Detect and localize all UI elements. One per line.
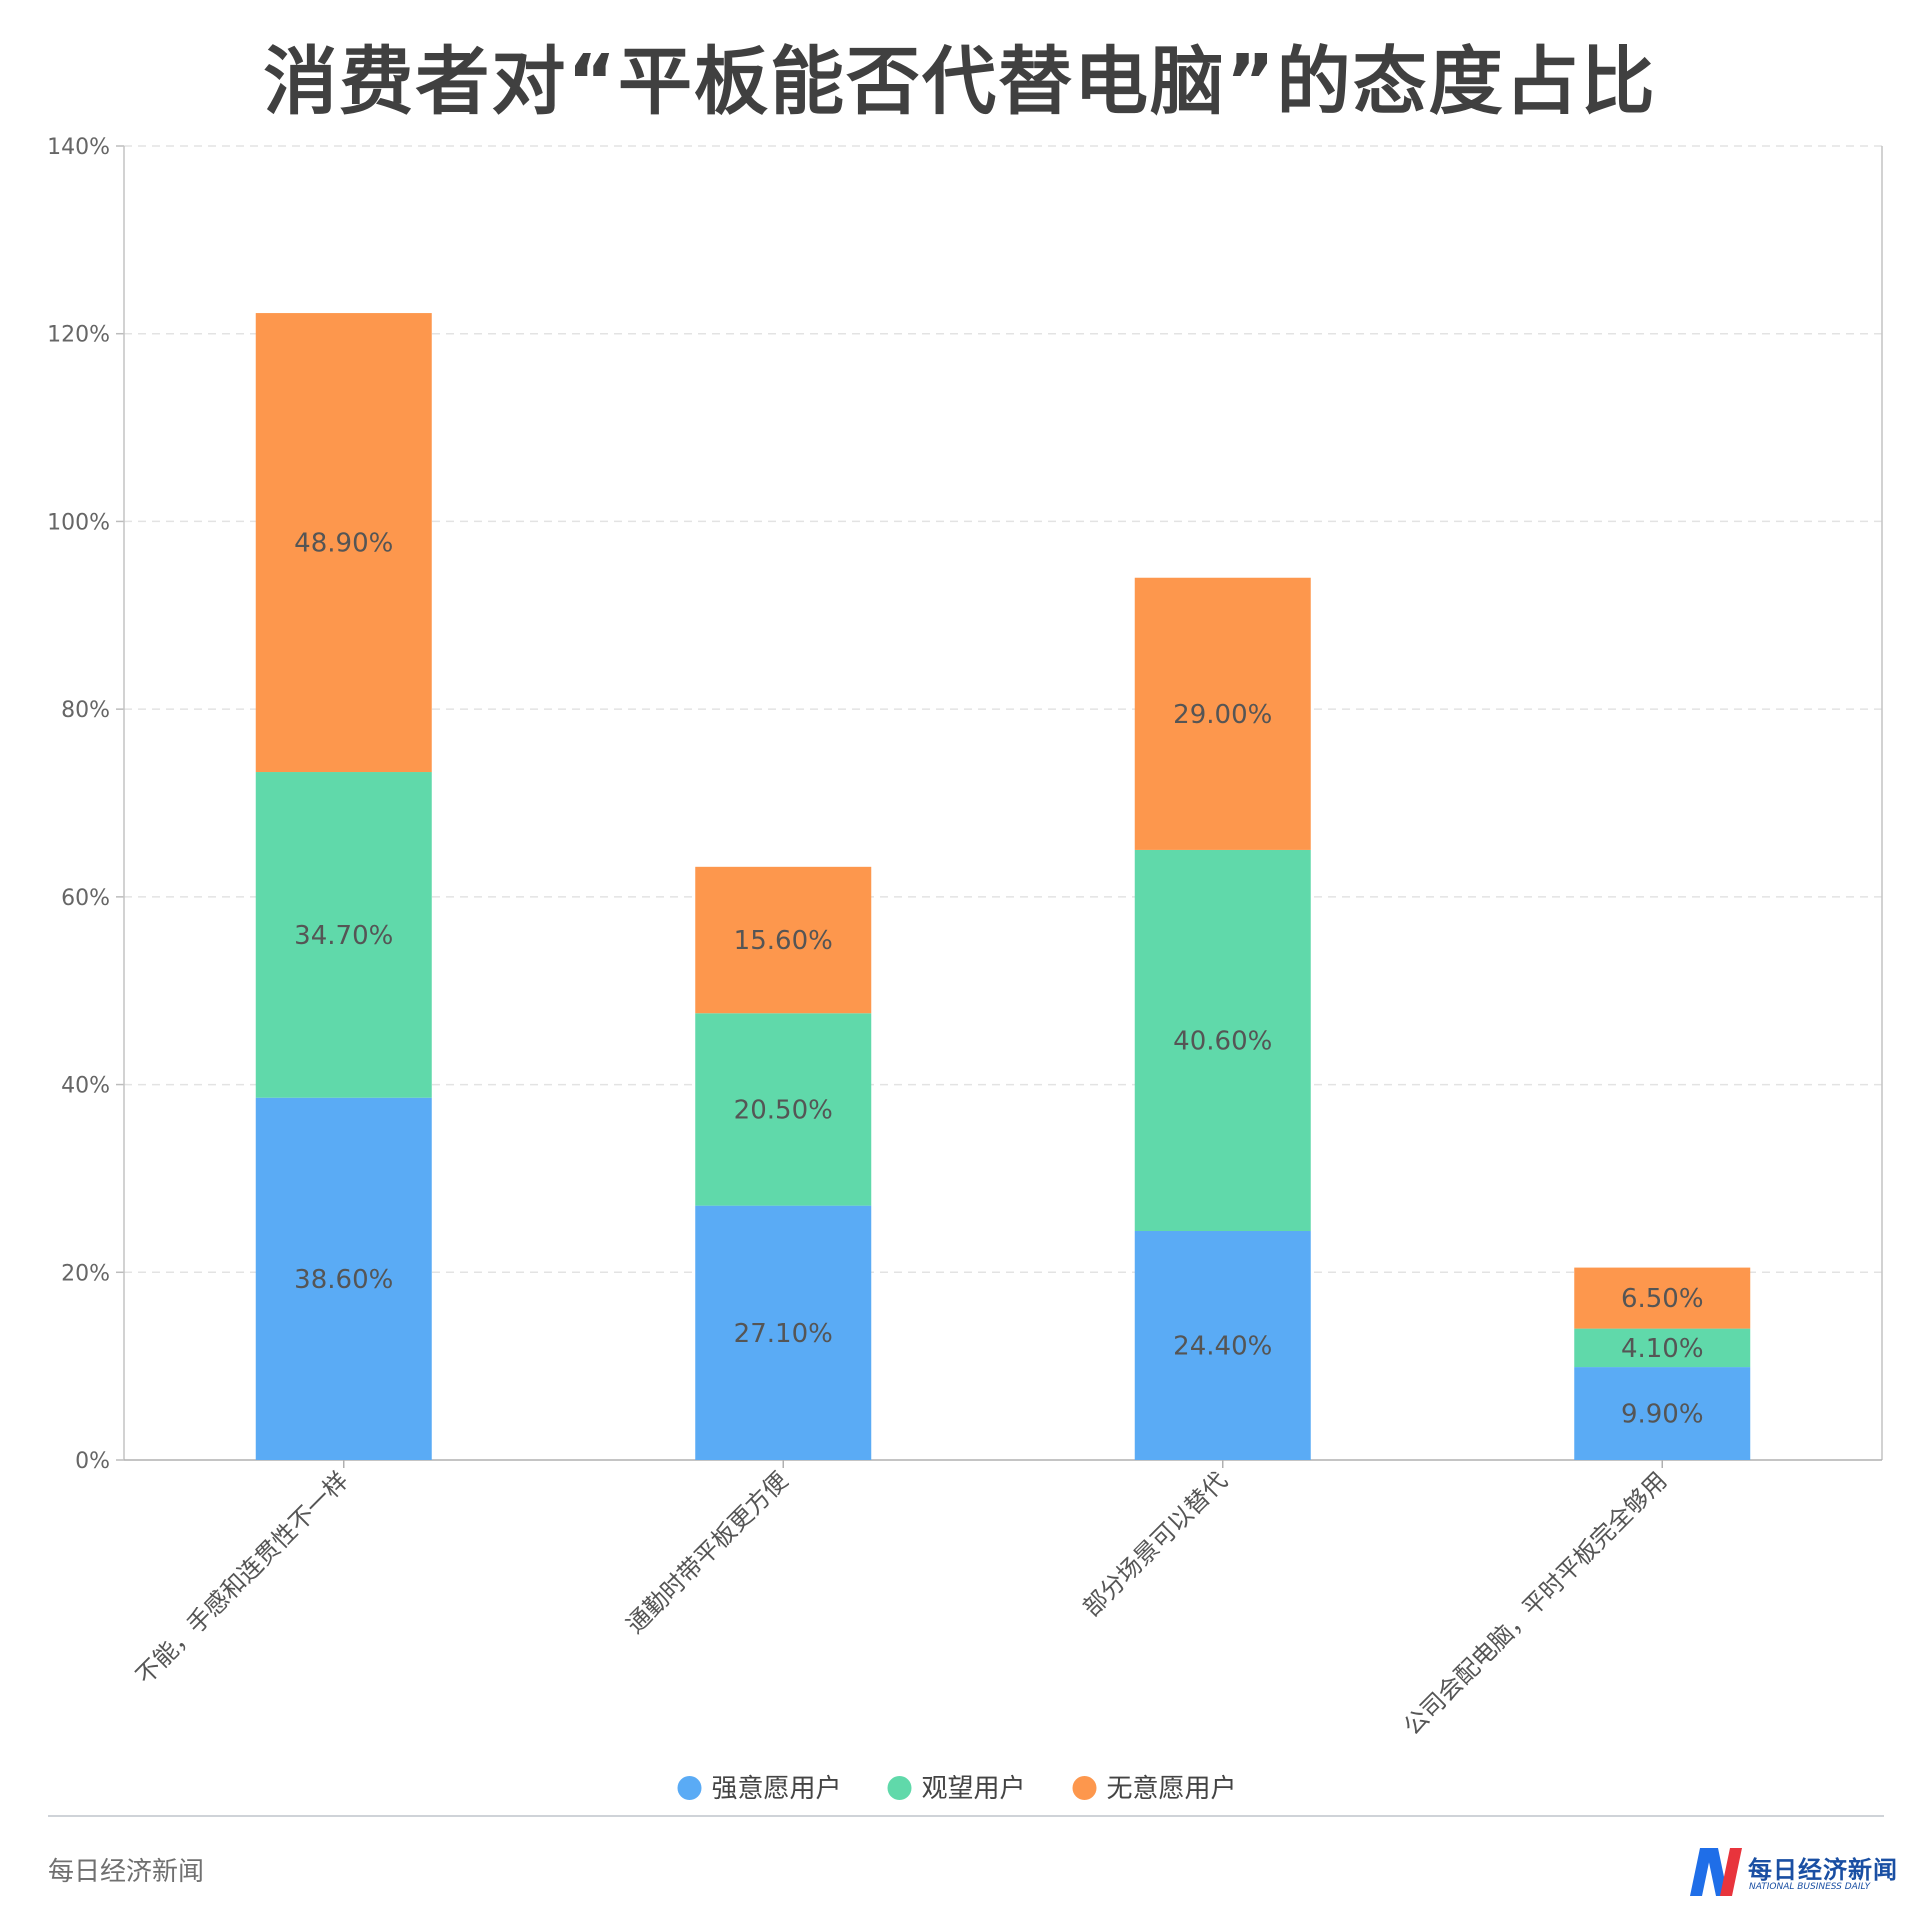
x-category-label: 公司会配电脑，平时平板完全够用 bbox=[1398, 1466, 1672, 1740]
x-category-label: 部分场景可以替代 bbox=[1077, 1466, 1233, 1622]
y-tick-label: 0% bbox=[75, 1449, 110, 1474]
data-label: 48.90% bbox=[294, 529, 393, 559]
y-tick-label: 120% bbox=[47, 323, 110, 348]
legend-marker bbox=[1072, 1776, 1097, 1800]
legend-marker bbox=[887, 1776, 912, 1800]
y-tick-label: 100% bbox=[47, 510, 110, 535]
legend-label: 观望用户 bbox=[922, 1774, 1026, 1804]
bar-segment bbox=[695, 866, 872, 1014]
y-tick-label: 60% bbox=[61, 886, 110, 911]
data-label: 15.60% bbox=[734, 926, 833, 956]
y-tick-label: 140% bbox=[47, 135, 110, 160]
data-label: 4.10% bbox=[1621, 1334, 1704, 1364]
x-category-label: 通勤时带平板更方便 bbox=[621, 1466, 794, 1639]
data-label: 6.50% bbox=[1621, 1284, 1704, 1314]
bar-segment bbox=[255, 772, 432, 1098]
logo-english-text: NATIONAL BUSINESS DAILY bbox=[1749, 1882, 1871, 1892]
brand-logo: 每日经济新闻 NATIONAL BUSINESS DAILY bbox=[1688, 1846, 1897, 1902]
bar-segment bbox=[1574, 1267, 1751, 1329]
data-label: 34.70% bbox=[294, 921, 393, 951]
legend-label: 强意愿用户 bbox=[712, 1774, 842, 1804]
bar-segment bbox=[255, 313, 432, 773]
bar-segment bbox=[695, 1205, 872, 1460]
logo-chinese-text: 每日经济新闻 bbox=[1748, 1855, 1898, 1884]
data-label: 24.40% bbox=[1173, 1331, 1272, 1361]
data-label: 40.60% bbox=[1173, 1026, 1272, 1056]
bar-segment bbox=[1574, 1367, 1751, 1460]
data-label: 27.10% bbox=[734, 1319, 833, 1349]
x-category-label: 不能，手感和连贯性不一样 bbox=[131, 1466, 354, 1689]
data-label: 29.00% bbox=[1173, 700, 1272, 730]
bar-segment bbox=[1574, 1328, 1751, 1368]
footer-divider bbox=[48, 1815, 1884, 1817]
y-tick-label: 20% bbox=[61, 1261, 110, 1286]
stacked-bar-chart: 0% 20% 40% 60% 80% 100% 120% 140% 38.60% 34.70% 48… bbox=[47, 135, 1883, 1804]
bar-segment bbox=[1134, 1230, 1311, 1460]
bar-segment bbox=[255, 1097, 432, 1460]
logo-n-mark bbox=[1690, 1848, 1742, 1896]
data-label: 9.90% bbox=[1621, 1400, 1704, 1430]
legend-marker bbox=[677, 1776, 702, 1800]
footer-source: 每日经济新闻 bbox=[48, 1857, 205, 1887]
data-label: 38.60% bbox=[294, 1265, 393, 1295]
legend-label: 无意愿用户 bbox=[1107, 1774, 1237, 1804]
bar-segment bbox=[695, 1013, 872, 1206]
chart-title: 消费者对“平板能否代替电脑”的态度占比 bbox=[263, 39, 1657, 125]
y-tick-label: 40% bbox=[61, 1074, 110, 1099]
bar-segment bbox=[1134, 849, 1311, 1231]
data-label: 20.50% bbox=[734, 1095, 833, 1125]
y-tick-label: 80% bbox=[61, 698, 110, 723]
bar-segment bbox=[1134, 577, 1311, 850]
